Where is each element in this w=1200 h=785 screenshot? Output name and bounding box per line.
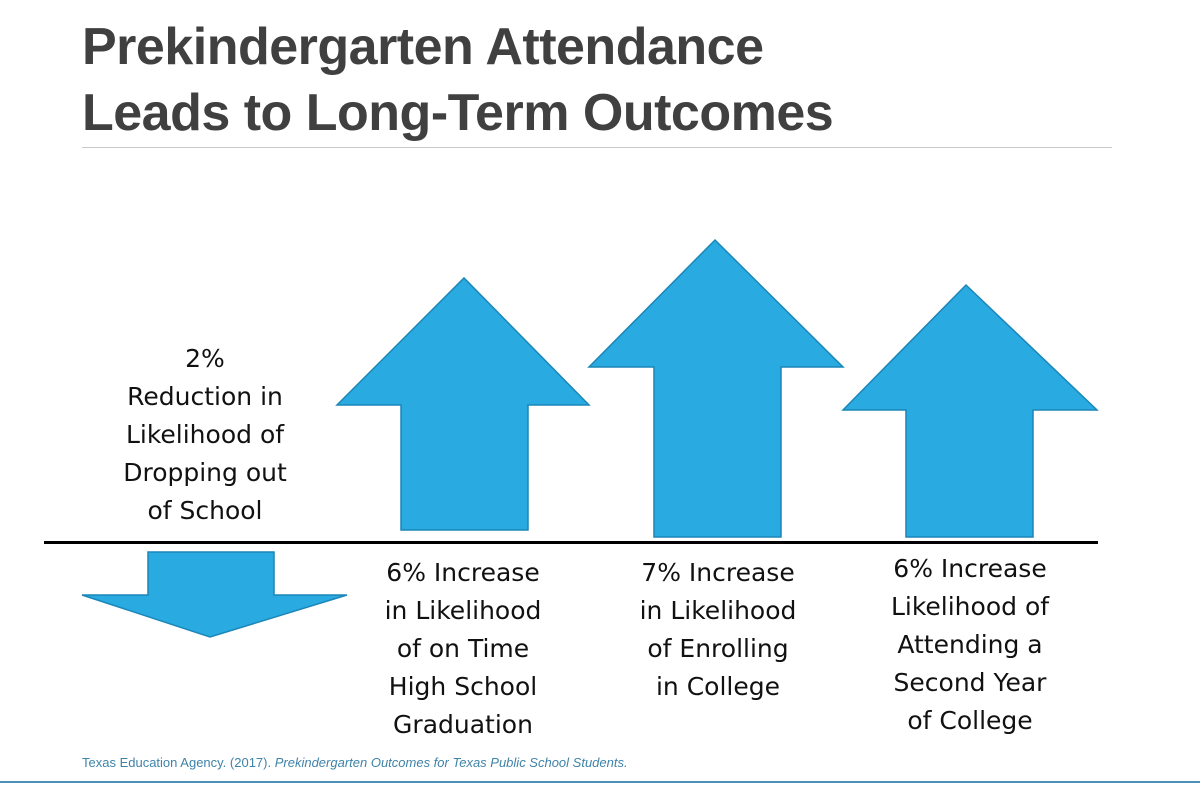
down-arrow-dropout [81, 551, 348, 638]
label-dropout-line: Likelihood of [125, 420, 285, 449]
label-graduation-line: 6% Increase [386, 558, 540, 587]
label-graduation-line: High School [388, 672, 538, 701]
slide-title-line-2: Leads to Long-Term Outcomes [82, 84, 834, 142]
up-arrow-second-year [841, 283, 1099, 538]
label-second-year-line: Second Year [893, 668, 1047, 697]
title-divider [82, 147, 1112, 148]
label-graduation-line: Graduation [393, 710, 533, 739]
label-dropout-line: 2% [185, 344, 225, 373]
label-dropout-line: Reduction in [127, 382, 283, 411]
label-enrolling-line: in Likelihood [639, 596, 797, 625]
label-enrolling-line: 7% Increase [641, 558, 795, 587]
label-second-year-line: of College [907, 706, 1033, 735]
label-graduation: 6% Increase in Likelihood of on Time Hig… [333, 554, 593, 744]
label-graduation-line: in Likelihood [384, 596, 542, 625]
up-arrow-graduation [335, 276, 591, 531]
citation: Texas Education Agency. (2017). Prekinde… [82, 755, 628, 770]
label-graduation-line: of on Time [396, 634, 530, 663]
label-second-year: 6% Increase Likelihood of Attending a Se… [840, 550, 1100, 740]
citation-source: Texas Education Agency. (2017). [82, 755, 275, 770]
label-second-year-line: Attending a [897, 630, 1043, 659]
up-arrow-enrolling [587, 238, 845, 538]
label-enrolling: 7% Increase in Likelihood of Enrolling i… [588, 554, 848, 706]
label-dropout-line: of School [147, 496, 263, 525]
label-second-year-line: 6% Increase [893, 554, 1047, 583]
footer-rule [0, 781, 1200, 783]
baseline [44, 541, 1098, 544]
label-dropout: 2% Reduction in Likelihood of Dropping o… [100, 340, 360, 530]
slide-title: Prekindergarten Attendance Leads to Long… [82, 14, 1122, 146]
label-dropout-line: Dropping out [123, 458, 287, 487]
label-enrolling-line: in College [655, 672, 780, 701]
label-enrolling-line: of Enrolling [647, 634, 789, 663]
citation-title: Prekindergarten Outcomes for Texas Publi… [274, 755, 628, 770]
label-second-year-line: Likelihood of [890, 592, 1050, 621]
slide-title-line-1: Prekindergarten Attendance [82, 18, 764, 76]
